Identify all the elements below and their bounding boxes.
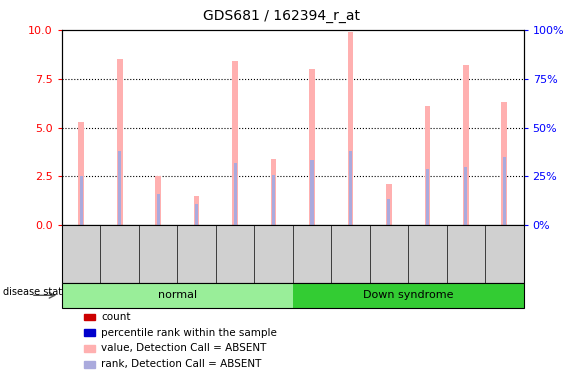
Text: GDS681 / 162394_r_at: GDS681 / 162394_r_at [203,9,360,23]
Bar [117,59,123,225]
Bar [347,32,354,225]
Bar [386,184,392,225]
Text: percentile rank within the sample: percentile rank within the sample [101,328,277,338]
Text: disease state: disease state [3,286,68,297]
Text: rank, Detection Call = ABSENT: rank, Detection Call = ABSENT [101,359,262,369]
Bar [426,170,429,225]
Bar [79,176,83,225]
Bar [310,160,314,225]
Bar [272,175,275,225]
Bar [309,69,315,225]
Text: Down syndrome: Down syndrome [363,290,453,300]
Bar [464,166,467,225]
Text: count: count [101,312,131,322]
Bar [463,65,469,225]
Bar [78,122,84,225]
Bar [425,106,430,225]
Bar [195,204,198,225]
Text: value, Detection Call = ABSENT: value, Detection Call = ABSENT [101,344,267,353]
Bar [349,151,352,225]
Bar [387,199,391,225]
Bar [234,163,236,225]
Bar [118,151,121,225]
Bar [157,194,160,225]
Bar [155,176,161,225]
Bar [271,159,276,225]
Bar [502,102,507,225]
Text: normal: normal [158,290,197,300]
Bar [503,157,506,225]
Bar [232,61,238,225]
Bar [194,196,199,225]
